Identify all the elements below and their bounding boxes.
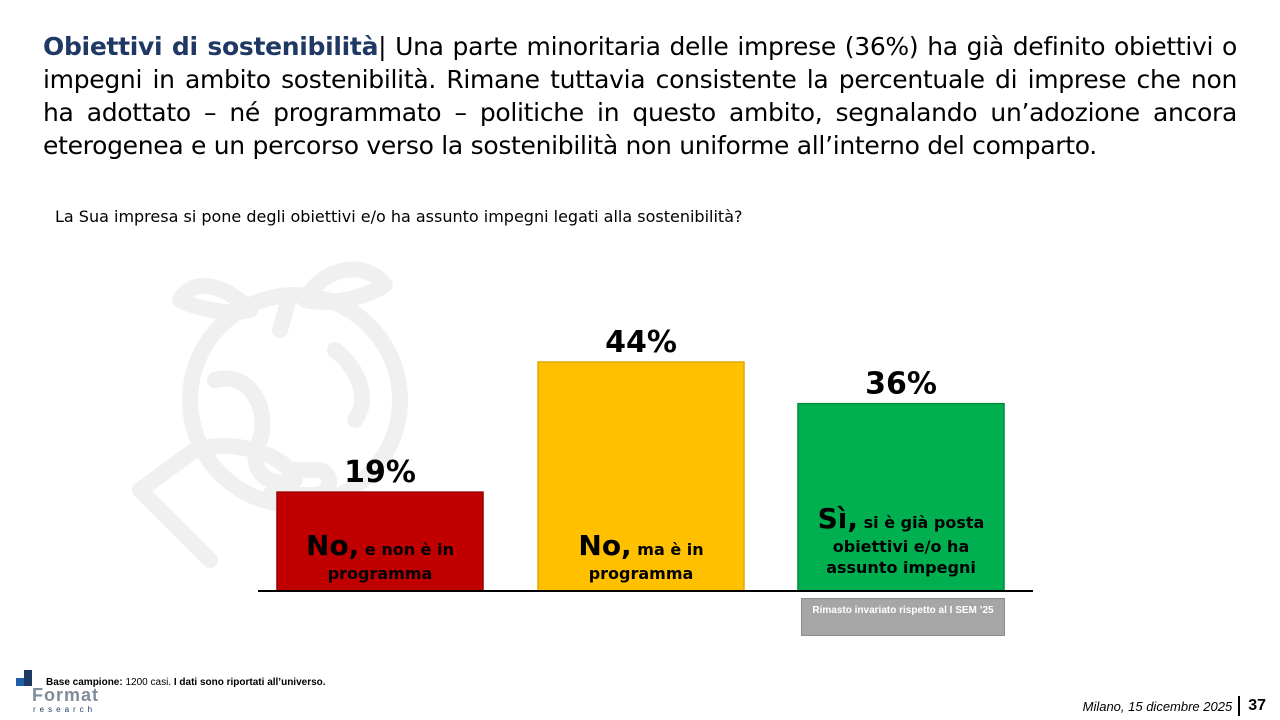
bar-2 xyxy=(537,361,745,592)
headline-text: Una parte minoritaria delle imprese (36%… xyxy=(43,32,1237,160)
bar-label-line: programma xyxy=(327,563,433,583)
bar-label-1: No, e non è in programma xyxy=(277,529,483,584)
bar-label-big: Sì, xyxy=(817,502,859,535)
bar-label-big: No, xyxy=(306,528,360,562)
bar-label-line: obiettivi e/o ha xyxy=(832,537,970,556)
bar-label-small: e non è in xyxy=(359,539,454,559)
footer-date-page: Milano, 15 dicembre 2025 37 xyxy=(1083,696,1266,716)
headline-separator: | xyxy=(378,32,387,61)
value-label-1: 19% xyxy=(344,455,416,490)
bar-1 xyxy=(276,491,484,592)
footer-date: Milano, 15 dicembre 2025 xyxy=(1082,698,1233,714)
base-label: Base campione: xyxy=(46,677,123,688)
sample-base-note: Base campione: 1200 casi. I dati sono ri… xyxy=(46,677,326,688)
footer-divider xyxy=(1238,696,1241,716)
unchanged-note-badge: Rimasto invariato rispetto al I SEM ’25 xyxy=(801,598,1005,636)
bar-3 xyxy=(797,402,1005,592)
page-number: 37 xyxy=(1248,697,1266,714)
headline: Obiettivi di sostenibilità| Una parte mi… xyxy=(43,30,1237,162)
value-label-3: 36% xyxy=(865,367,937,402)
question-text: La Sua impresa si pone degli obiettivi e… xyxy=(55,207,743,226)
base-value: 1200 casi. xyxy=(122,677,172,688)
bar-label-big: No, xyxy=(578,528,632,562)
base-note: I dati sono riportati all’universo. xyxy=(171,677,326,688)
value-label-2: 44% xyxy=(605,325,677,360)
logo-text: Format xyxy=(32,685,100,705)
bar-label-2: No, ma è in programma xyxy=(538,529,744,584)
format-logo-icon xyxy=(16,670,32,686)
bar-label-3: Sì, si è già posta obiettivi e/o ha assunt… xyxy=(798,502,1004,578)
bar-label-small: si è già posta xyxy=(858,513,985,532)
bar-label-line: programma xyxy=(588,563,694,583)
logo-subtext: research xyxy=(33,705,97,714)
bar-label-small: ma è in xyxy=(631,539,704,559)
headline-lead: Obiettivi di sostenibilità xyxy=(43,32,379,61)
bar-label-line: assunto impegni xyxy=(826,558,976,577)
